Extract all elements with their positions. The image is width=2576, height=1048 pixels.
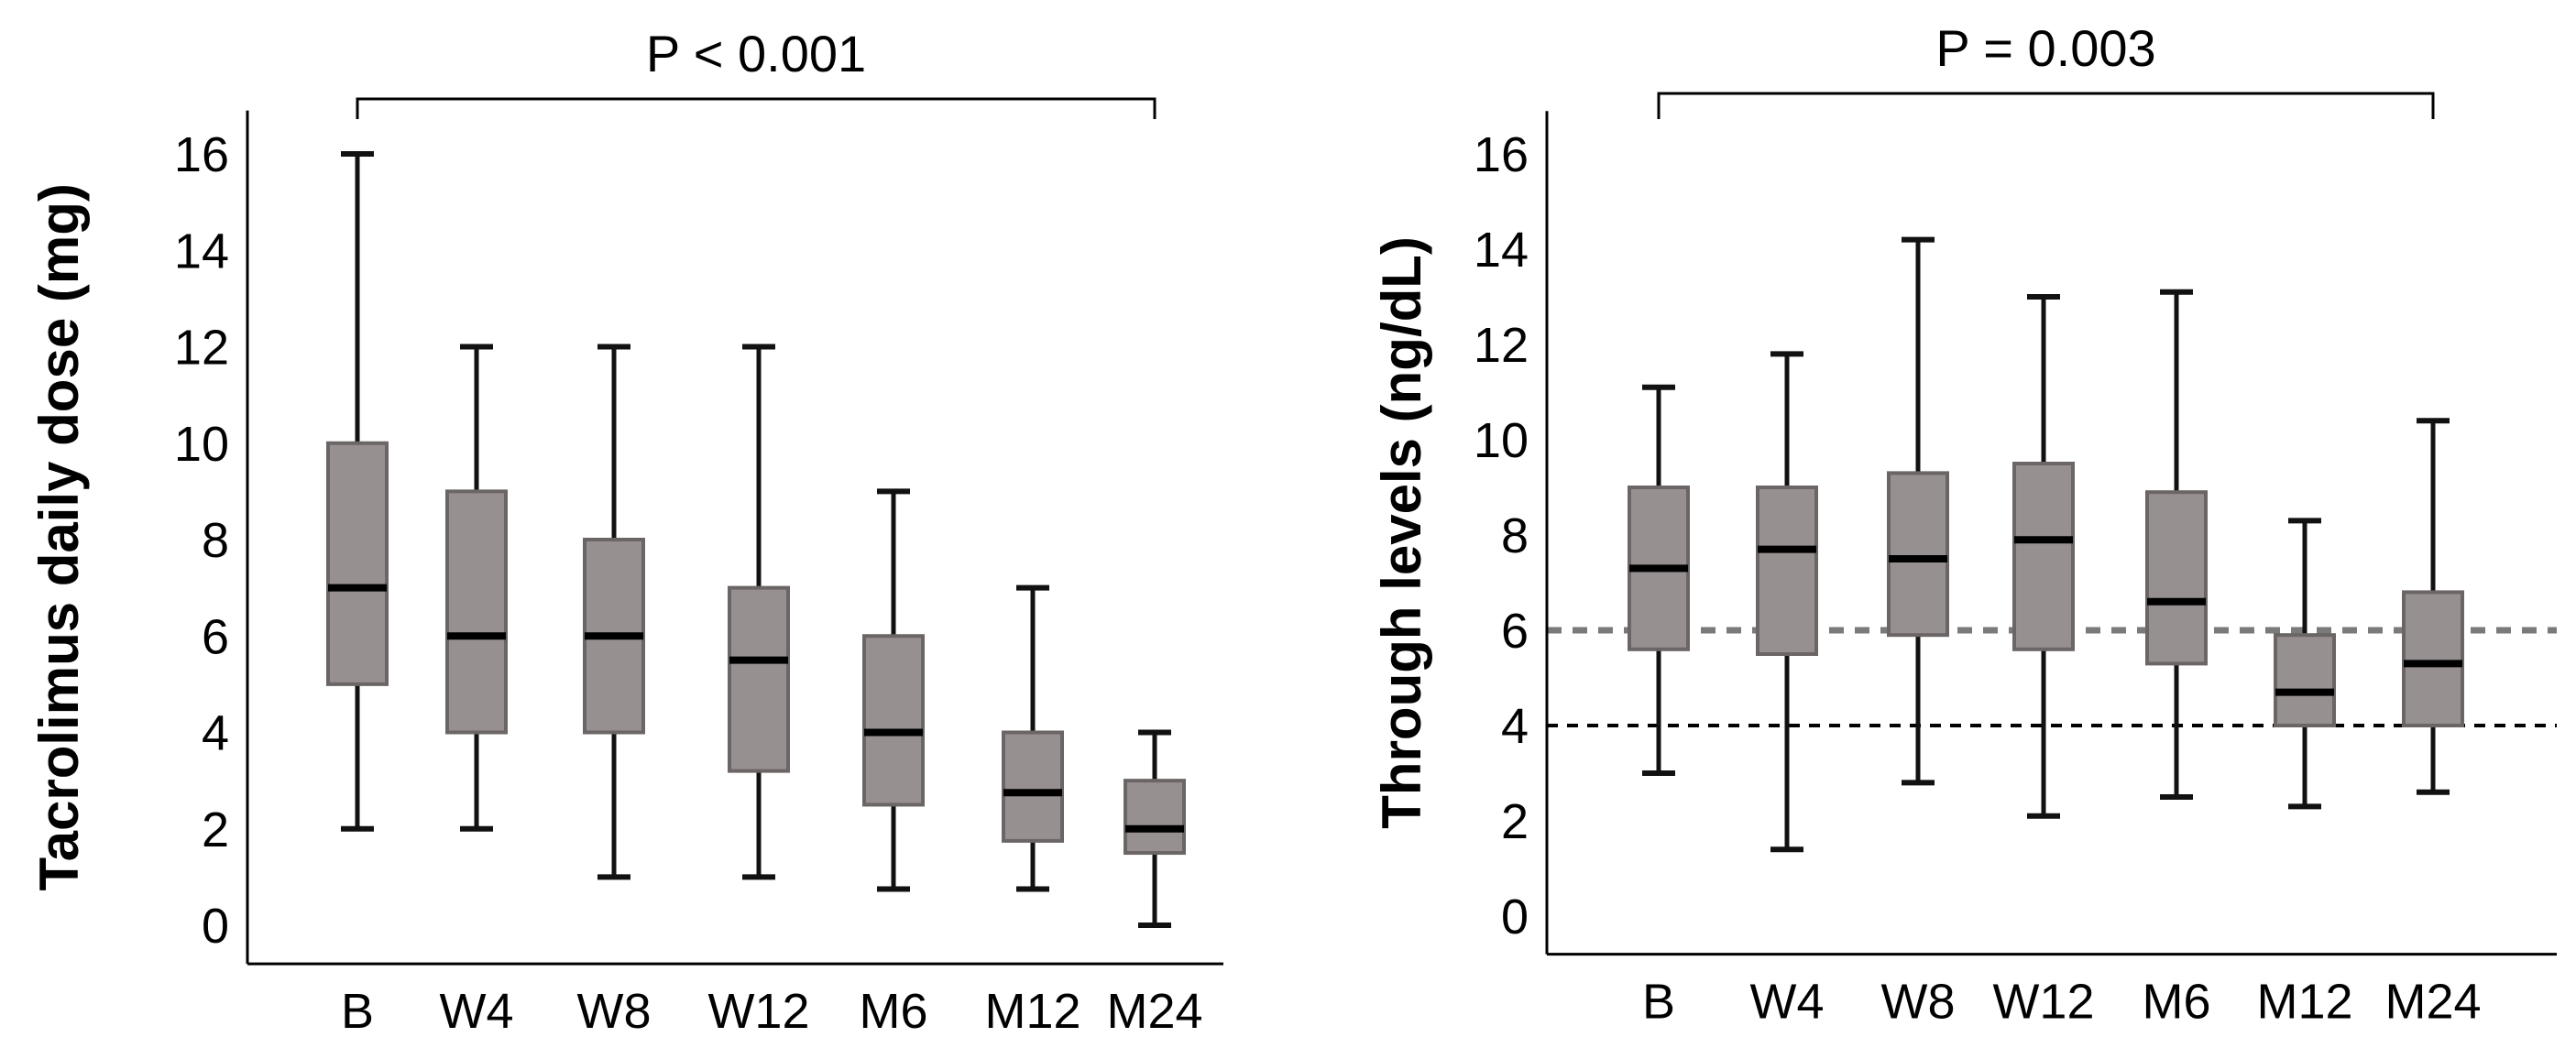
right-box-w12 — [2012, 462, 2075, 651]
left-x-category-label-w8: W8 — [577, 984, 652, 1039]
right-ytick-label-2: 2 — [1501, 794, 1529, 849]
left-ytick-label-0: 0 — [202, 899, 229, 954]
left-significance-bracket — [356, 97, 1156, 119]
left-ytick-label-10: 10 — [174, 417, 229, 472]
left-ytick-label-6: 6 — [202, 609, 229, 664]
right-significance-bracket — [1657, 92, 2435, 119]
left-x-category-label-w4: W4 — [440, 984, 514, 1039]
right-ytick-label-14: 14 — [1474, 223, 1529, 278]
right-box-m12 — [2274, 633, 2336, 728]
right-x-category-label-m12: M12 — [2256, 975, 2352, 1030]
left-box-w12 — [728, 585, 790, 773]
right-x-category-label-w8: W8 — [1881, 975, 1956, 1030]
left-box-m12 — [1002, 730, 1064, 843]
left-x-category-label-m6: M6 — [859, 984, 927, 1039]
right-ytick-label-4: 4 — [1501, 699, 1529, 754]
right-box-m24 — [2402, 590, 2464, 728]
left-box-w4 — [445, 489, 508, 735]
right-box-w4 — [1756, 486, 1818, 656]
left-ytick-label-12: 12 — [174, 321, 229, 376]
right-box-m6 — [2145, 490, 2208, 666]
right-x-category-label-b: B — [1642, 975, 1675, 1030]
right-x-category-label-m24: M24 — [2384, 975, 2481, 1030]
right-p-value-label: P = 0.003 — [1935, 19, 2155, 77]
left-box-m6 — [862, 634, 925, 807]
right-ytick-label-6: 6 — [1501, 604, 1529, 659]
right-x-category-label-w4: W4 — [1750, 975, 1825, 1030]
left-x-category-label-m12: M12 — [984, 984, 1080, 1039]
left-ytick-label-16: 16 — [174, 127, 229, 182]
left-ytick-label-4: 4 — [202, 706, 229, 761]
right-ytick-label-16: 16 — [1474, 127, 1529, 182]
left-x-category-label-w12: W12 — [707, 984, 809, 1039]
right-ytick-label-0: 0 — [1501, 890, 1529, 944]
right-y-axis-label: Through levels (ng/dL) — [1371, 236, 1432, 829]
left-x-category-label-b: B — [341, 984, 374, 1039]
left-ytick-label-8: 8 — [202, 513, 229, 568]
right-ytick-label-12: 12 — [1474, 318, 1529, 373]
left-ytick-label-14: 14 — [174, 224, 229, 278]
left-box-b — [326, 441, 389, 686]
left-box-m24 — [1124, 779, 1186, 856]
left-y-axis-label: Tacrolimus daily dose (mg) — [28, 183, 90, 890]
left-p-value-label: P < 0.001 — [646, 25, 866, 82]
right-x-category-label-w12: W12 — [1992, 975, 2094, 1030]
right-x-category-label-m6: M6 — [2142, 975, 2210, 1030]
right-ytick-label-8: 8 — [1501, 508, 1529, 563]
left-x-category-label-m24: M24 — [1106, 984, 1202, 1039]
right-ytick-label-10: 10 — [1474, 413, 1529, 468]
right-box-w8 — [1887, 471, 1949, 638]
left-ytick-label-2: 2 — [202, 802, 229, 857]
